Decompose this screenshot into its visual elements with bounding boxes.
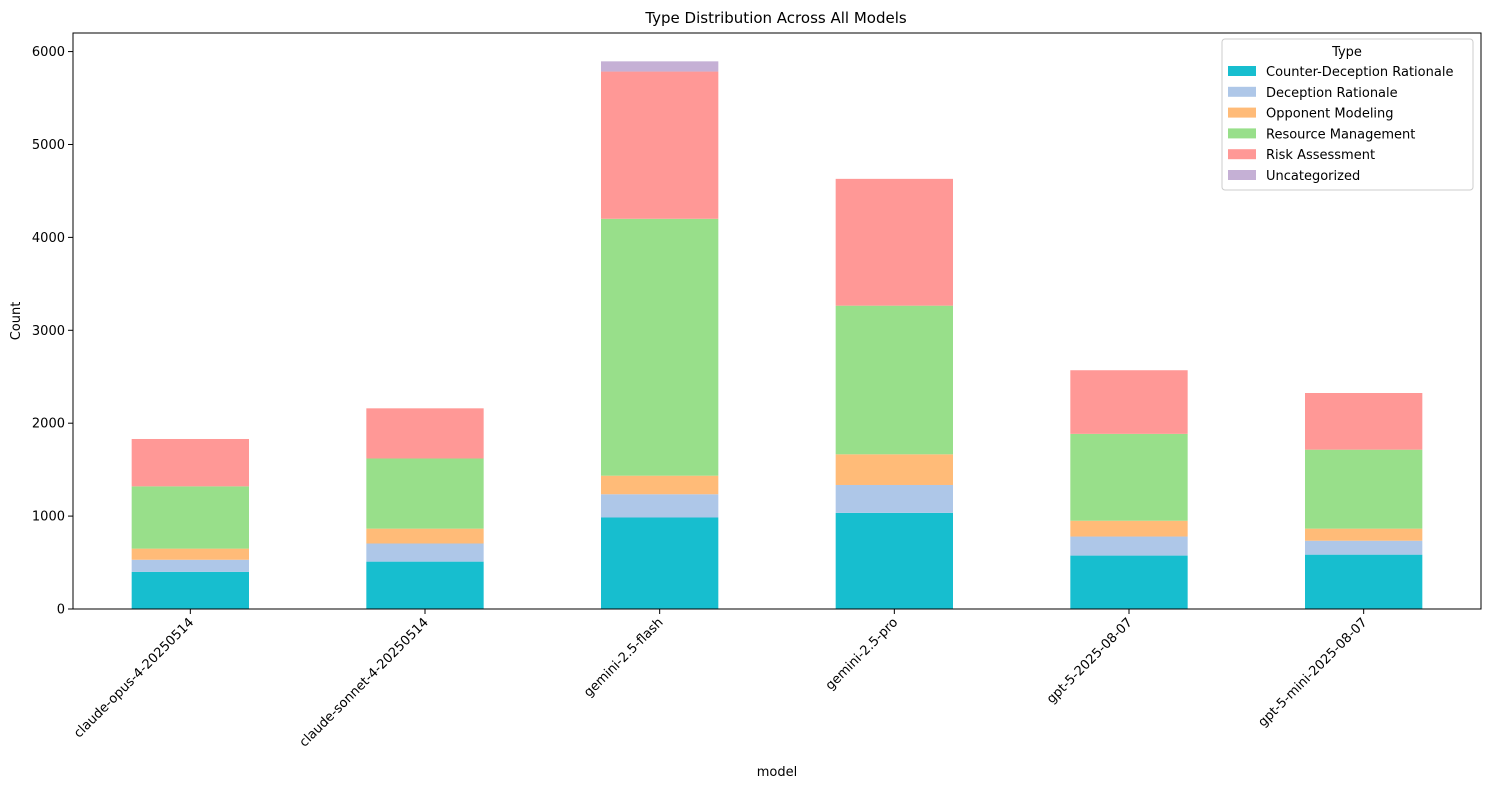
- bar-segment: [835, 305, 953, 455]
- bar-segment: [1305, 393, 1423, 450]
- bar-segment: [1070, 433, 1188, 521]
- y-axis-label: Count: [9, 302, 24, 341]
- bar-segment: [366, 458, 484, 529]
- bar-segment: [131, 548, 249, 560]
- bars-group: [131, 61, 1423, 609]
- y-axis: 0 1000 2000 3000 4000 5000 6000: [32, 45, 73, 618]
- legend-label: Risk Assessment: [1266, 148, 1375, 163]
- bar-segment: [601, 218, 719, 476]
- bar-segment: [366, 543, 484, 562]
- x-tick-label: claude-opus-4-20250514: [71, 615, 197, 741]
- x-tick-label: gemini-2.5-pro: [823, 615, 901, 693]
- bar-segment: [1305, 528, 1423, 541]
- legend-items: Counter-Deception Rationale Deception Rat…: [1228, 65, 1453, 184]
- bar-segment: [835, 512, 953, 609]
- legend-label: Uncategorized: [1266, 169, 1360, 184]
- bar-segment: [601, 494, 719, 518]
- legend-label: Resource Management: [1266, 127, 1415, 142]
- bar-segment: [366, 528, 484, 544]
- bar-segment: [601, 61, 719, 72]
- y-tick-label: 6000: [32, 45, 65, 60]
- plot-frame: [72, 32, 1482, 610]
- bar-segment: [131, 571, 249, 609]
- bar-segment: [1070, 520, 1188, 537]
- legend-swatch: [1228, 66, 1256, 76]
- legend-swatch: [1228, 86, 1256, 97]
- bar-segment: [131, 438, 249, 487]
- y-tick-label: 0: [57, 603, 65, 618]
- x-tick-label: gemini-2.5-flash: [581, 615, 666, 700]
- legend-swatch: [1228, 170, 1256, 180]
- bar-segment: [601, 475, 719, 495]
- bar-segment: [1070, 555, 1188, 609]
- legend-title: Type: [1331, 45, 1362, 60]
- legend-label: Opponent Modeling: [1266, 107, 1394, 122]
- y-tick-label: 2000: [32, 417, 65, 432]
- legend-swatch: [1228, 128, 1256, 139]
- bar-segment: [601, 71, 719, 219]
- legend-box: [1221, 38, 1474, 191]
- x-tick-label: claude-sonnet-4-20250514: [297, 615, 432, 750]
- bar-segment: [835, 484, 953, 513]
- bar-segment: [1070, 370, 1188, 434]
- bar-segment: [131, 486, 249, 549]
- bar-segment: [835, 178, 953, 306]
- x-tick-label: gpt-5-2025-08-07: [1044, 615, 1136, 707]
- bar-segment: [366, 408, 484, 459]
- y-tick-label: 4000: [32, 231, 65, 246]
- legend-swatch: [1228, 149, 1256, 160]
- legend-label: Counter-Deception Rationale: [1266, 65, 1453, 80]
- chart-title: Type Distribution Across All Models: [644, 9, 907, 27]
- bar-segment: [1305, 449, 1423, 529]
- bar-segment: [835, 454, 953, 485]
- x-axis-label: model: [757, 765, 797, 780]
- bar-segment: [366, 561, 484, 609]
- bar-segment: [1070, 536, 1188, 556]
- y-tick-label: 5000: [32, 138, 65, 153]
- legend: Type Counter-Deception Rationale Deceptio…: [1221, 38, 1474, 191]
- bar-segment: [1305, 540, 1423, 555]
- legend-swatch: [1228, 107, 1256, 118]
- y-tick-label: 1000: [32, 510, 65, 525]
- x-tick-label: gpt-5-mini-2025-08-07: [1256, 615, 1371, 730]
- y-tick-label: 3000: [32, 324, 65, 339]
- bar-segment: [601, 517, 719, 609]
- bar-segment: [1305, 554, 1423, 609]
- bar-segment: [131, 559, 249, 572]
- legend-label: Deception Rationale: [1266, 86, 1398, 101]
- x-axis: claude-opus-4-20250514 claude-sonnet-4-20…: [71, 609, 1370, 750]
